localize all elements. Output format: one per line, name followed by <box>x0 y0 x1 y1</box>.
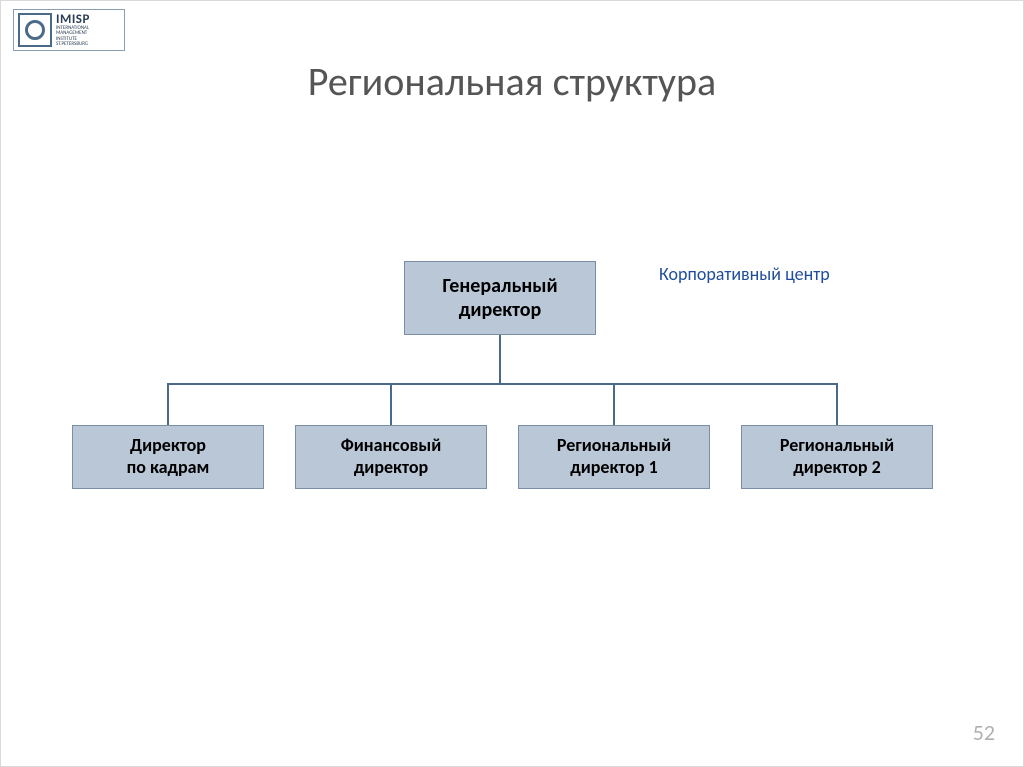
page-number: 52 <box>973 719 995 746</box>
logo-sub4: ST.PETERSBURG <box>56 42 90 48</box>
page-title: Региональная структура <box>1 57 1023 106</box>
annotation-corporate-center: Корпоративный центр <box>659 263 830 285</box>
logo-ring-icon <box>25 20 45 40</box>
connector <box>836 383 838 425</box>
org-node-r1: Региональный директор 1 <box>518 425 710 489</box>
logo: IMISP INTERNATIONAL MANAGEMENT INSTITUTE… <box>13 9 125 51</box>
org-node-fin: Финансовый директор <box>295 425 487 489</box>
slide: IMISP INTERNATIONAL MANAGEMENT INSTITUTE… <box>0 0 1024 767</box>
org-node-hr: Директор по кадрам <box>72 425 264 489</box>
connector <box>167 383 838 385</box>
logo-mark-icon <box>18 13 52 47</box>
org-node-root: Генеральный директор <box>404 261 596 335</box>
connector <box>390 383 392 425</box>
connector <box>167 383 169 425</box>
logo-brand: IMISP <box>56 13 90 26</box>
connector <box>499 335 501 383</box>
connector <box>613 383 615 425</box>
org-node-r2: Региональный директор 2 <box>741 425 933 489</box>
logo-text: IMISP INTERNATIONAL MANAGEMENT INSTITUTE… <box>56 13 90 48</box>
